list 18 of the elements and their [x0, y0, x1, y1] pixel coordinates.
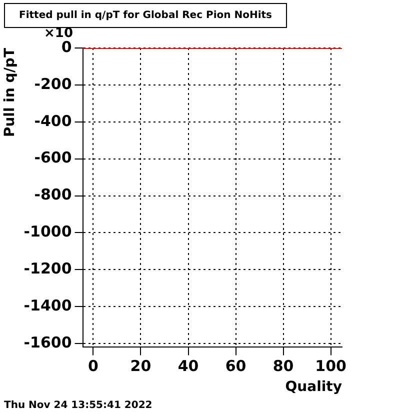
x-tick-label: 0 [88, 357, 98, 376]
y-tick-label: -1000 [24, 222, 72, 241]
y-axis-title: Pull in q/pT [2, 48, 18, 138]
chart-title: Fitted pull in q/pT for Global Rec Pion NoHits [19, 10, 272, 21]
x-tick-label: 40 [178, 357, 199, 376]
y-tick-label: -1600 [24, 333, 72, 352]
y-tick-label: -600 [34, 148, 72, 167]
x-tick-label: 100 [315, 357, 346, 376]
x-tick-label: 60 [225, 357, 246, 376]
x-tick-label: 20 [130, 357, 152, 376]
x-axis-title: Quality [285, 379, 342, 396]
y-tick-label: -400 [34, 112, 72, 130]
y-tick-label: -800 [34, 186, 72, 204]
y-tick-label: -1400 [24, 296, 72, 314]
text: Thu Nov 24 13:55:41 2022 [4, 400, 152, 411]
y-tick-label: -1200 [24, 260, 72, 278]
x-tick-label: 80 [272, 357, 294, 376]
y-tick-label: -200 [34, 74, 72, 93]
